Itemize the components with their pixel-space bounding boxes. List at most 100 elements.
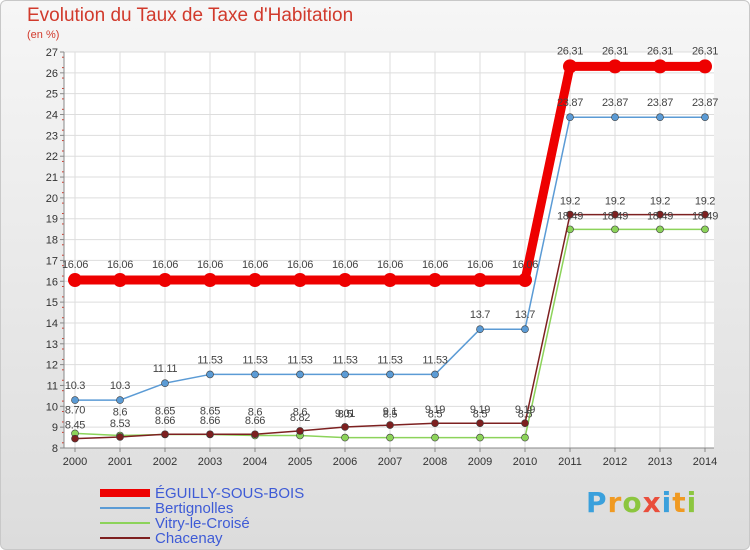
logo-letter: o (622, 486, 643, 519)
data-point (68, 273, 82, 288)
data-label: 18.49 (692, 210, 718, 222)
data-label: 9.19 (425, 404, 445, 416)
y-tick-label: 25 (46, 89, 58, 101)
data-point (476, 433, 484, 442)
series-0 (68, 59, 712, 288)
data-point (656, 210, 664, 219)
data-point (248, 273, 262, 288)
data-point (431, 370, 439, 379)
data-point (521, 419, 529, 427)
data-label: 11.53 (287, 354, 312, 366)
x-tick-label: 2010 (513, 456, 537, 468)
data-label: 26.31 (557, 45, 583, 57)
x-tick-label: 2006 (333, 456, 357, 468)
data-point (296, 427, 304, 435)
logo-letter: r (607, 486, 623, 519)
y-tick-label: 14 (46, 318, 58, 330)
data-point (566, 113, 574, 122)
data-point (431, 433, 439, 442)
y-tick-label: 12 (46, 360, 58, 372)
data-label: 8.6 (293, 406, 308, 418)
data-label: 8.45 (65, 420, 85, 432)
x-tick-label: 2011 (558, 456, 582, 468)
data-point (608, 59, 622, 74)
data-label: 16.06 (62, 259, 88, 271)
data-label: 8.5 (473, 409, 488, 421)
y-tick-label: 16 (46, 276, 58, 288)
x-tick-label: 2003 (198, 456, 222, 468)
data-point (476, 325, 484, 334)
series-3 (71, 210, 709, 443)
data-point (161, 379, 169, 387)
data-point (206, 370, 214, 379)
data-label: 16.06 (422, 259, 448, 271)
data-label: 10.3 (65, 380, 85, 392)
data-label: 16.06 (377, 259, 403, 271)
data-label: 16.06 (332, 259, 358, 271)
series-1 (71, 113, 709, 404)
data-label: 8.5 (428, 409, 443, 421)
data-label: 16.06 (152, 259, 178, 271)
data-label: 9.19 (515, 404, 535, 416)
x-tick-label: 2013 (648, 456, 672, 468)
data-point (383, 273, 397, 288)
data-label: 9.01 (335, 408, 355, 420)
data-label: 26.31 (692, 45, 718, 57)
data-label: 8.53 (110, 418, 130, 430)
data-point (71, 434, 79, 443)
x-tick-label: 2007 (378, 456, 402, 468)
data-point (341, 433, 349, 442)
data-label: 18.49 (602, 210, 628, 222)
data-point (701, 225, 709, 234)
y-tick-label: 10 (46, 401, 58, 413)
data-label: 16.06 (512, 259, 538, 271)
x-tick-label: 2014 (693, 456, 717, 468)
data-point (473, 273, 487, 288)
data-label: 8.82 (290, 412, 310, 424)
data-point (116, 433, 124, 441)
y-tick-label: 22 (46, 151, 58, 163)
data-point (653, 59, 667, 74)
data-label: 11.53 (197, 354, 222, 366)
data-label: 8.5 (383, 409, 398, 421)
x-tick-label: 2009 (468, 456, 492, 468)
data-point (521, 433, 529, 442)
data-point (698, 59, 712, 74)
y-tick-label: 9 (52, 422, 58, 434)
data-point (521, 325, 529, 334)
x-tick-label: 2004 (243, 456, 267, 468)
data-label: 26.31 (647, 45, 673, 57)
data-label: 16.06 (242, 259, 268, 271)
proxiti-logo: Proxiti (586, 486, 697, 519)
data-point (338, 273, 352, 288)
data-label: 8.66 (155, 415, 175, 427)
data-point (161, 430, 169, 439)
data-point (611, 225, 619, 234)
data-label: 19.2 (560, 196, 580, 208)
data-label: 19.2 (605, 196, 625, 208)
chart-title: Evolution du Taux de Taxe d'Habitation (27, 5, 354, 26)
logo-letter: t (672, 486, 687, 519)
y-tick-label: 15 (46, 297, 58, 309)
logo-letter: i (686, 486, 698, 519)
data-point (656, 225, 664, 234)
data-point (701, 113, 709, 122)
data-label: 19.2 (695, 196, 715, 208)
data-point (293, 273, 307, 288)
data-label: 18.49 (557, 210, 583, 222)
y-tick-label: 24 (46, 110, 58, 122)
data-point (386, 370, 394, 379)
data-point (701, 210, 709, 219)
data-point (656, 113, 664, 122)
data-label: 11.53 (422, 354, 447, 366)
logo-letter: i (661, 486, 673, 519)
data-label: 18.49 (647, 210, 673, 222)
plot-area (64, 52, 714, 448)
y-tick-label: 27 (46, 47, 58, 59)
data-label: 13.7 (515, 309, 535, 321)
data-label: 8.65 (155, 405, 175, 417)
data-label: 23.87 (647, 97, 673, 109)
y-tick-label: 23 (46, 130, 58, 142)
x-tick-label: 2001 (108, 456, 132, 468)
